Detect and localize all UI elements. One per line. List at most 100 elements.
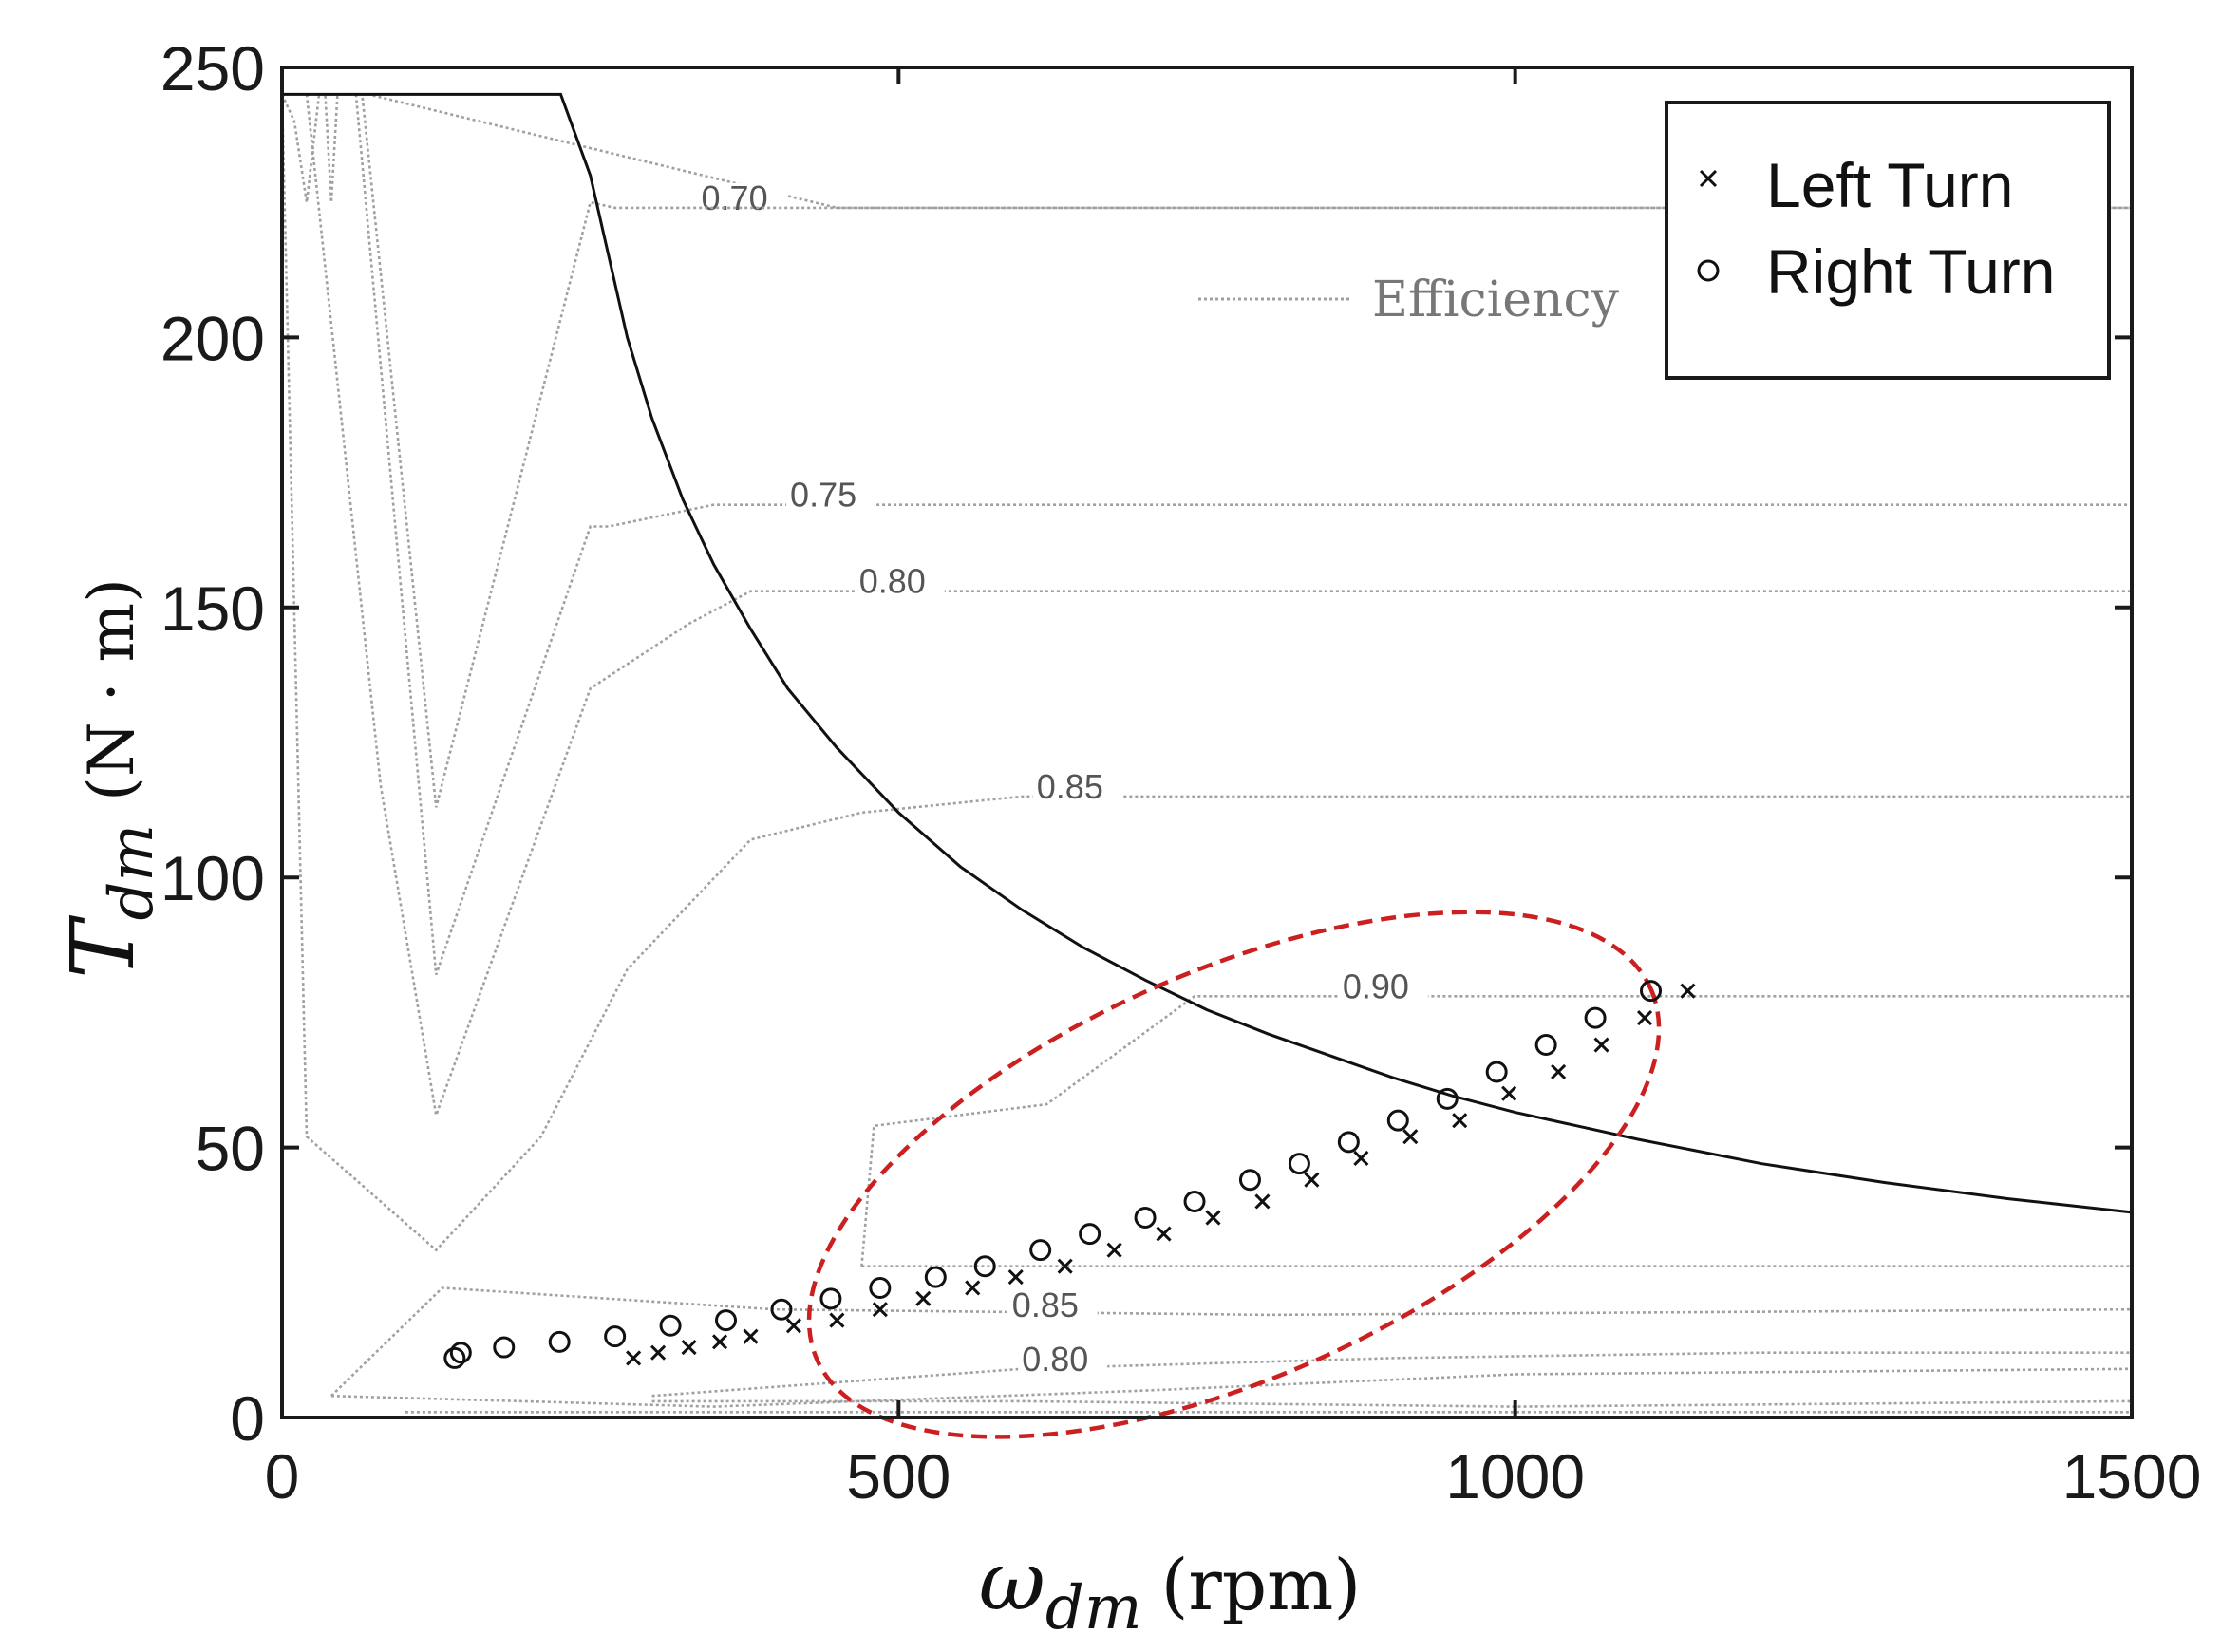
axis-ticks: 0 500 1000 1500 0 50 100 150 200 250	[160, 33, 2202, 1511]
right-turn-point	[819, 1287, 842, 1310]
y-axis-subscript: dm	[97, 824, 167, 921]
right-turn-point	[449, 1342, 472, 1364]
x-axis-subscript: dm	[1045, 1573, 1142, 1643]
x-axis-symbol: ω	[979, 1534, 1045, 1629]
left-turn-point	[872, 1302, 888, 1318]
y-tick-label: 150	[160, 573, 265, 644]
contour-label-0: 0.70	[702, 178, 768, 217]
left-turn-point	[915, 1290, 932, 1306]
right-turn-point	[1079, 1223, 1101, 1246]
right-turn-point	[548, 1330, 571, 1353]
y-tick-label: 250	[160, 33, 265, 103]
x-tick-label: 1000	[1445, 1441, 1585, 1511]
left-turn-point	[829, 1312, 845, 1328]
right-turn-point	[1238, 1169, 1261, 1192]
axes-frame	[280, 66, 2134, 1419]
max-torque-curve-group	[282, 92, 2133, 1214]
left-turn-point-stroke-b	[1205, 1210, 1221, 1226]
right-turn-point	[973, 1255, 996, 1278]
efficiency-contours: 0.70 0.75 0.80 0.85 0.90 0.85 0.80	[280, 93, 2133, 1414]
left-turn-point	[626, 1350, 642, 1366]
contour-line-7	[329, 1286, 2133, 1398]
x-tick-label: 1500	[2062, 1441, 2202, 1511]
x-tick-label: 0	[265, 1441, 300, 1511]
left-turn-point-stroke-b	[1402, 1129, 1419, 1145]
left-turn-point	[1636, 1010, 1653, 1026]
x-tick-label: 500	[846, 1441, 951, 1511]
contour-line-8	[330, 1367, 2133, 1408]
left-turn-point	[711, 1334, 728, 1350]
right-turn-point	[1485, 1061, 1508, 1083]
y-tick-label: 200	[160, 303, 265, 373]
left-turn-point-stroke-b	[1593, 1037, 1609, 1053]
x-axis-title: ωdm (rpm)	[979, 1534, 1361, 1643]
right-turn-point	[1337, 1131, 1360, 1154]
contour-line-10	[651, 1399, 2133, 1408]
scatter-markers	[443, 980, 1696, 1369]
left-turn-point	[1304, 1172, 1320, 1188]
left-turn-point-stroke-b	[626, 1350, 642, 1366]
left-turn-point-stroke-b	[711, 1334, 728, 1350]
contour-label-bg-7	[1007, 1289, 1098, 1323]
left-turn-point-stroke-b	[965, 1280, 981, 1296]
contour-label-bg-2	[786, 479, 876, 513]
left-turn-point-stroke-b	[872, 1302, 888, 1318]
left-turn-point	[1501, 1085, 1517, 1101]
right-turn-point	[659, 1314, 682, 1337]
left-turn-point	[1007, 1269, 1024, 1286]
left-turn-point-stroke-b	[1353, 1150, 1369, 1167]
legend: Left Turn Right Turn	[1665, 101, 2111, 380]
right-turn-point	[493, 1336, 516, 1359]
legend-right-turn-label: Right Turn	[1766, 236, 2055, 307]
contour-label-bg-3	[855, 566, 945, 599]
left-turn-point	[1452, 1113, 1468, 1129]
y-tick-label: 0	[230, 1383, 265, 1454]
left-turn-point	[1254, 1193, 1271, 1210]
left-turn-point	[1057, 1258, 1073, 1274]
contour-label-2: 0.75	[790, 476, 856, 515]
contour-line-0	[280, 93, 2132, 210]
contour-label-9: 0.80	[1022, 1340, 1088, 1379]
left-turn-point	[1551, 1063, 1567, 1080]
left-turn-point-stroke-b	[1680, 983, 1696, 999]
right-turn-point	[1029, 1239, 1052, 1262]
contour-line-3	[305, 94, 2132, 1120]
right-turn-point	[869, 1276, 892, 1299]
left-turn-point-stroke-b	[915, 1290, 932, 1306]
left-turn-point	[1205, 1210, 1221, 1226]
left-turn-point	[1156, 1226, 1172, 1242]
legend-right-turn-marker	[1697, 259, 1720, 282]
y-axis-unit: (N · m)	[75, 578, 148, 801]
right-turn-point	[1534, 1034, 1557, 1057]
left-turn-point-stroke-b	[829, 1312, 845, 1328]
y-axis-symbol: T	[52, 915, 154, 979]
right-turn-point	[1183, 1190, 1206, 1212]
legend-box	[1665, 101, 2111, 380]
right-turn-point	[1584, 1006, 1607, 1029]
right-turn-point	[715, 1309, 738, 1332]
contour-label-bg-5	[1338, 971, 1428, 1004]
right-turn-point	[443, 1346, 466, 1369]
y-tick-label: 100	[160, 843, 265, 913]
max-torque-curve	[282, 92, 2133, 1214]
y-axis-title: Tdm (N · m)	[52, 578, 167, 979]
left-turn-point-stroke-b	[1452, 1113, 1468, 1129]
left-turn-point	[785, 1318, 802, 1334]
contour-line-2	[354, 94, 2132, 976]
left-turn-point	[681, 1339, 697, 1356]
contour-label-bg-9	[1018, 1343, 1108, 1377]
contour-line-1	[330, 93, 2132, 808]
left-turn-point	[1402, 1129, 1419, 1145]
right-turn-point	[770, 1298, 793, 1321]
contour-line-9	[651, 1351, 2132, 1398]
left-turn-point-stroke-b	[1254, 1193, 1271, 1210]
left-turn-point-stroke-b	[743, 1328, 759, 1344]
right-turn-point	[1134, 1207, 1157, 1230]
legend-left-turn-marker	[1699, 169, 1718, 188]
contour-label-3: 0.80	[859, 562, 926, 601]
left-turn-point	[1353, 1150, 1369, 1167]
highlight-ellipse	[806, 910, 1662, 1439]
right-turn-point	[1436, 1087, 1459, 1110]
x-axis-unit: (rpm)	[1161, 1545, 1362, 1626]
highlight-ellipse-group	[806, 910, 1662, 1439]
